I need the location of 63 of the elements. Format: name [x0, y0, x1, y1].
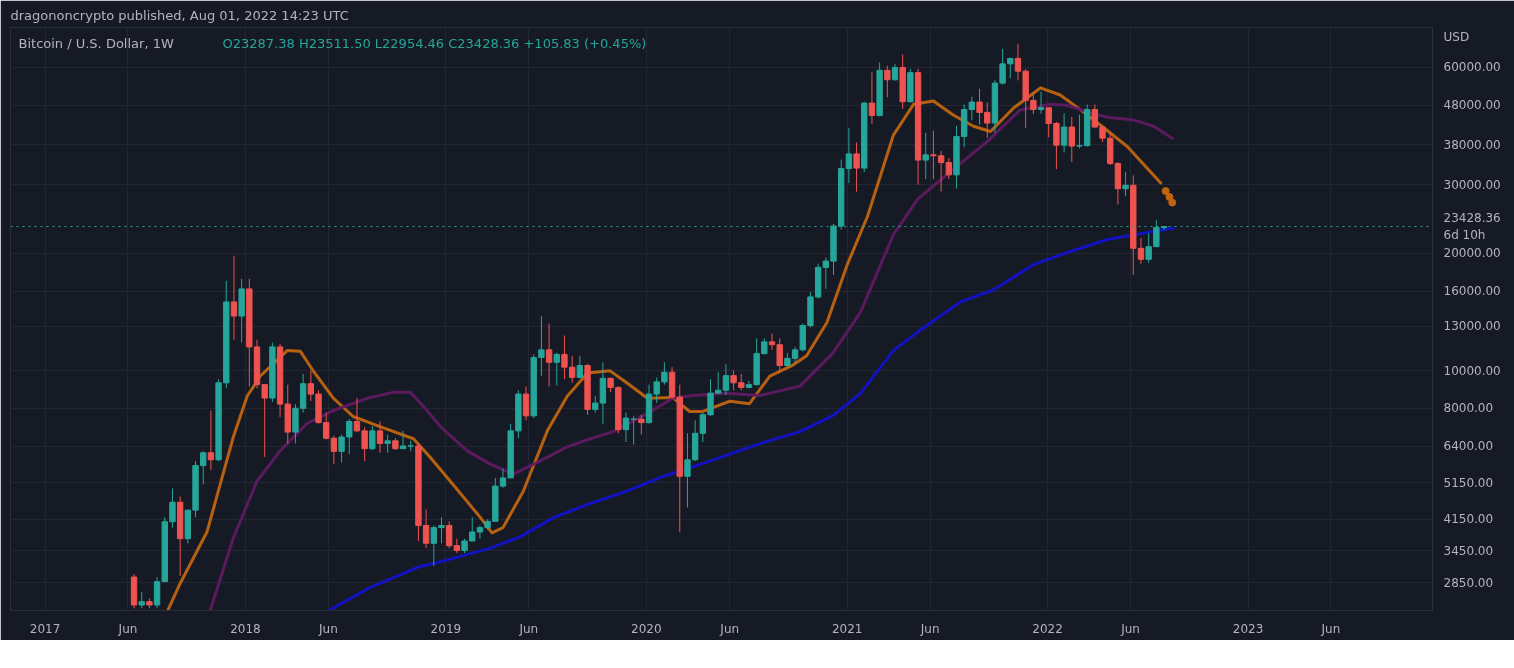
candlestick: [1037, 91, 1045, 115]
candlestick: [330, 435, 338, 465]
y-tick-label: 20000.00: [1443, 246, 1501, 261]
candlestick: [369, 425, 376, 451]
y-tick-label: 30000.00: [1443, 177, 1501, 192]
x-tick-label: 2022: [1032, 621, 1063, 636]
y-tick-label: 6400.00: [1443, 439, 1494, 454]
y-axis-title: USD: [1443, 30, 1470, 45]
text: Bitcoin / U.S. Dollar, 1W: [18, 35, 174, 51]
candlestick: [576, 355, 584, 378]
candlestick: [776, 337, 783, 374]
candlestick: [1137, 237, 1145, 265]
candlestick: [945, 157, 952, 180]
x-tick-label: Jun: [1320, 621, 1341, 636]
candlestick: [545, 323, 553, 387]
candlestick: [399, 430, 407, 450]
candlestick: [638, 414, 645, 436]
candlestick: [1060, 112, 1068, 153]
candlestick: [868, 71, 876, 125]
candlestick: [622, 412, 630, 443]
x-tick-label: Jun: [719, 621, 740, 636]
y-tick-label: 5150.00: [1443, 475, 1494, 490]
y-tick-label: 3450.00: [1443, 543, 1494, 558]
y-tick-label: 48000.00: [1443, 98, 1501, 113]
candlestick: [884, 65, 891, 98]
candlestick: [922, 132, 929, 180]
y-tick-label: 8000.00: [1443, 401, 1494, 416]
x-tick-label: 2023: [1232, 621, 1264, 636]
candlestick: [522, 385, 530, 421]
candlestick: [384, 434, 391, 454]
candlestick: [376, 420, 384, 454]
line-series: [328, 226, 1175, 611]
candlestick: [845, 127, 853, 184]
y-tick-label: 4150.00: [1443, 512, 1494, 527]
y-tick-label: 10000.00: [1443, 363, 1501, 378]
text: O23287.38 H23511.50 L22954.46 C23428.36 +105.83 (+0.45%): [222, 35, 647, 51]
y-tick-label: 60000.00: [1443, 60, 1501, 75]
x-tick-label: 2021: [831, 621, 863, 636]
y-tick-label: 2850.00: [1443, 575, 1494, 590]
x-tick-label: Jun: [518, 621, 539, 636]
ref-line-label: 23428.36 6d 10h: [1443, 211, 1501, 242]
x-tick-label: Jun: [117, 621, 138, 636]
y-tick-label: 38000.00: [1443, 137, 1501, 152]
x-tick-label: 2020: [631, 621, 662, 636]
candlestick: [768, 332, 776, 351]
candlestick: [1122, 171, 1129, 197]
candlestick: [230, 255, 238, 341]
x-tick-label: 2019: [430, 621, 462, 636]
x-tick-label: Jun: [1120, 621, 1140, 636]
candlestick: [207, 409, 215, 471]
candlestick: [568, 355, 576, 384]
candlestick: [853, 142, 860, 193]
x-tick-label: Jun: [919, 621, 940, 636]
x-tick-label: 2018: [230, 621, 261, 636]
text: dragononcrypto published, Aug 01, 2022 14:23 UTC: [10, 7, 349, 23]
candlestick: [553, 352, 560, 387]
candlestick: [1068, 116, 1075, 163]
x-tick-label: 2017: [29, 621, 61, 636]
y-tick-label: 16000.00: [1443, 284, 1501, 299]
y-tick-label: 13000.00: [1443, 319, 1501, 334]
candlestick: [968, 96, 976, 121]
x-tick-label: Jun: [318, 621, 338, 636]
candlestick: [561, 335, 568, 380]
